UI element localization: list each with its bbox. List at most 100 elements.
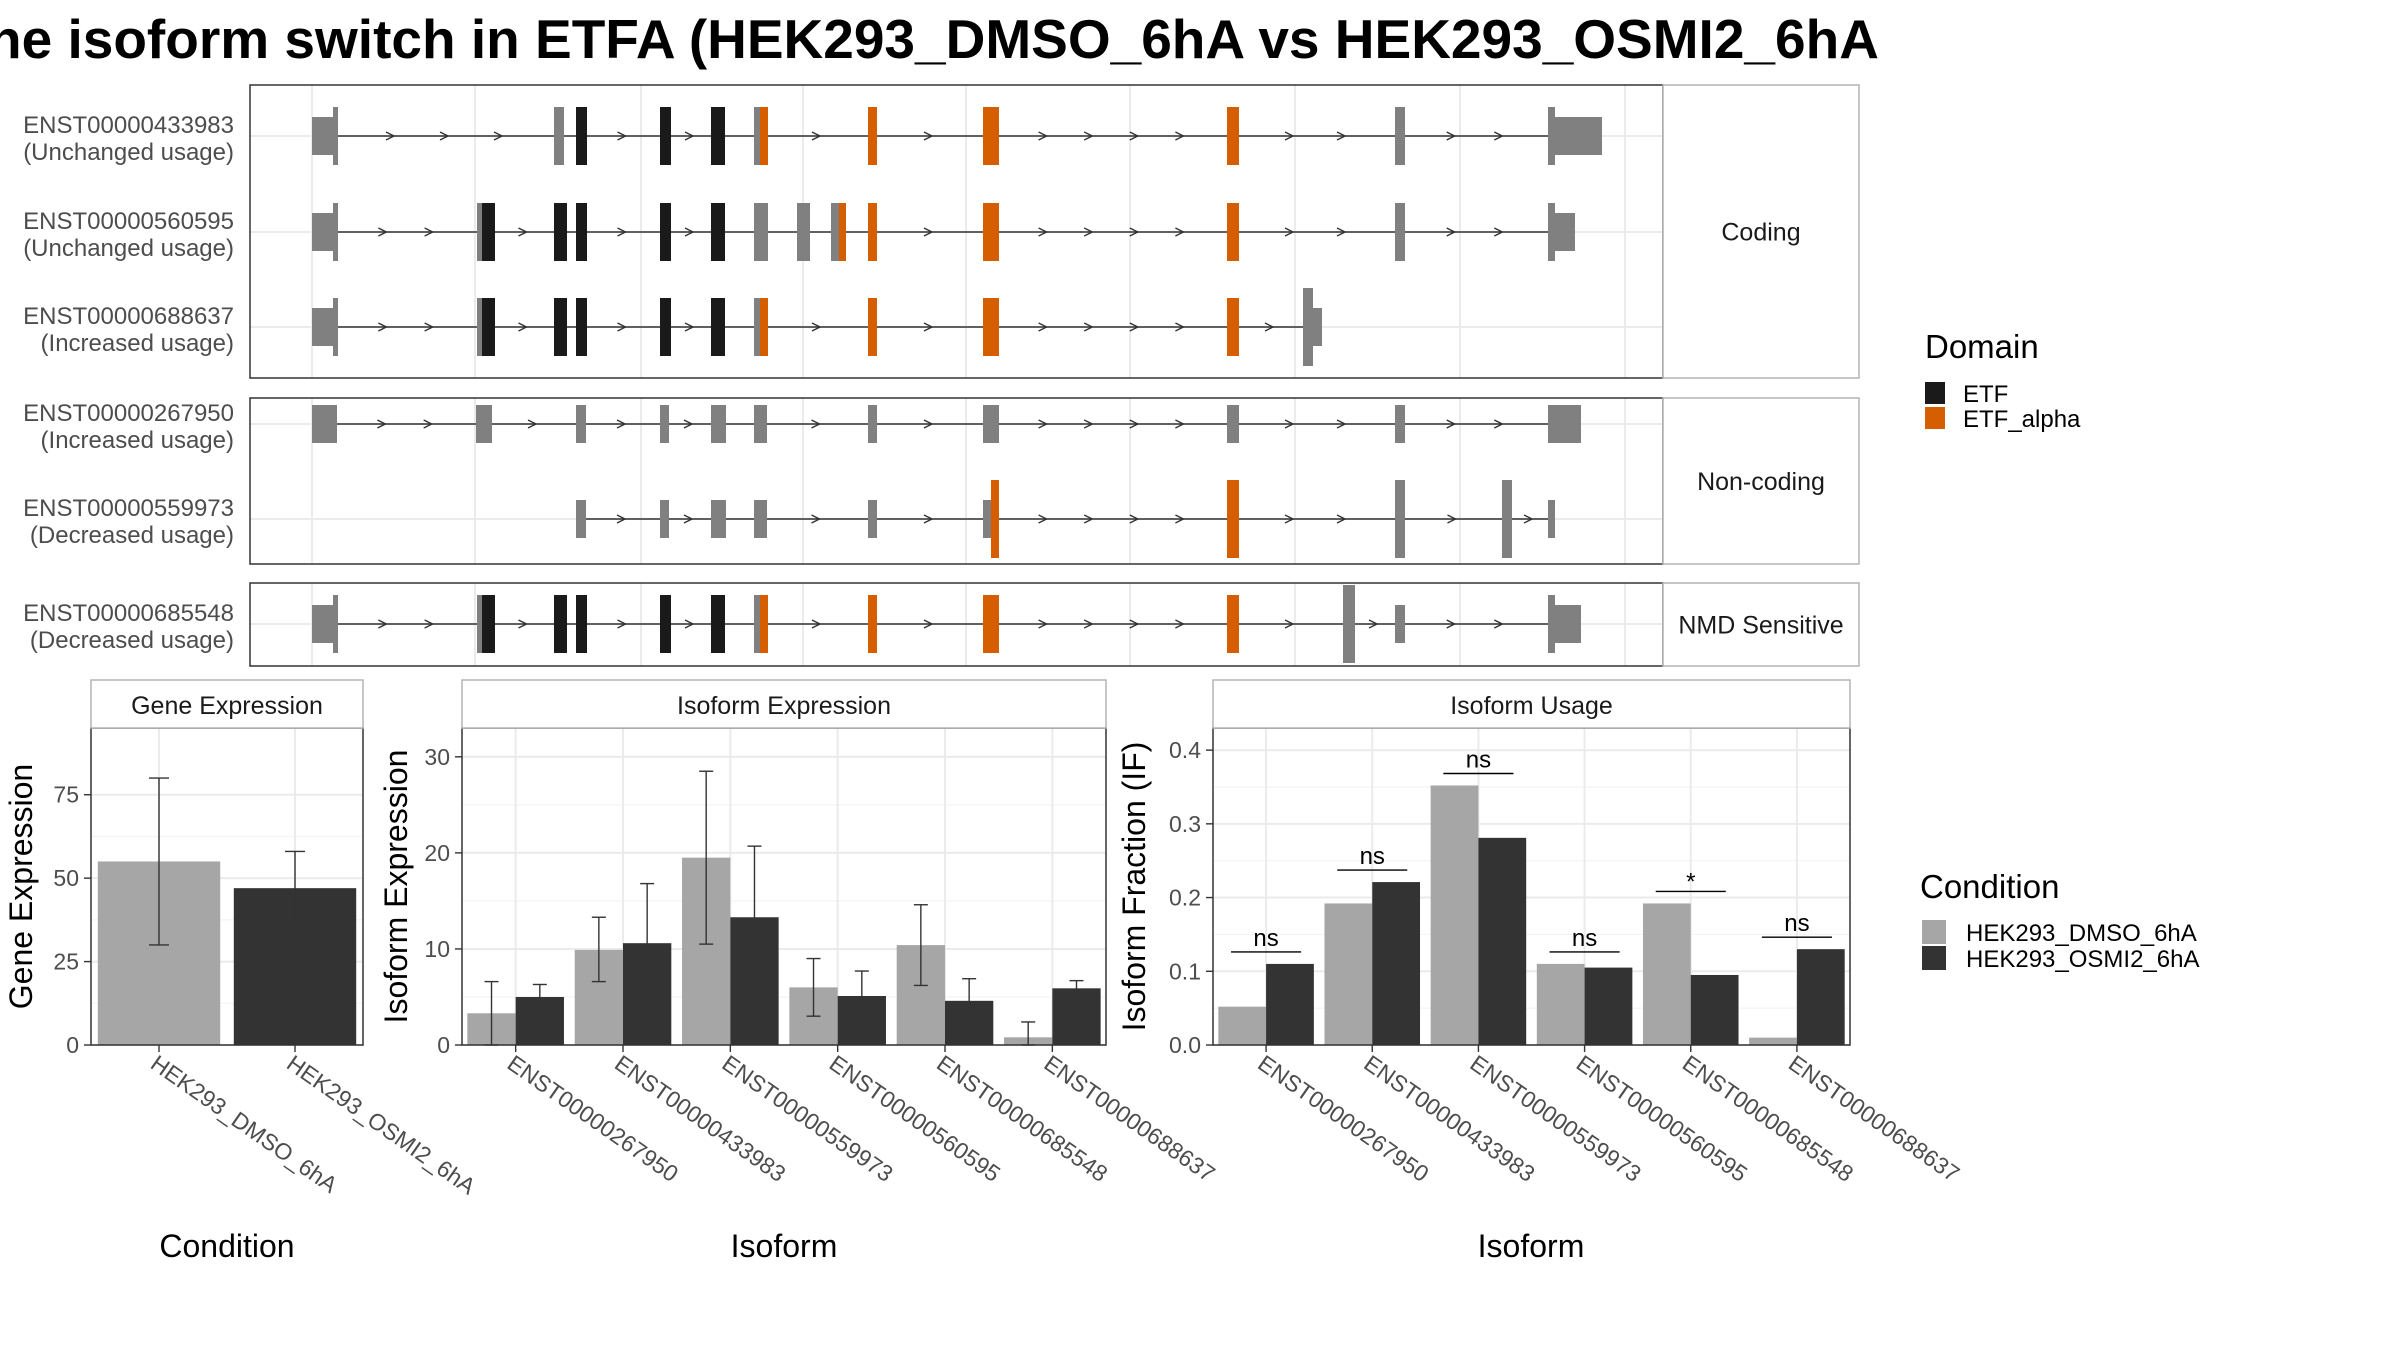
intron-direction-arrow xyxy=(1368,619,1379,629)
etf-alpha-domain-exon xyxy=(1227,595,1239,653)
exon-block xyxy=(868,500,877,538)
exon-block xyxy=(477,595,482,653)
x-tick-label: ENST00000560595 xyxy=(1572,1050,1752,1187)
panel-title: Isoform Expression xyxy=(677,692,891,720)
chart-panel-2: ns ns ns ns * ns Isoform Usage 0.0 0.1 0.2 0.3 0.4 E… xyxy=(1116,679,1964,1264)
condition-legend-title: Condition xyxy=(1920,868,2059,905)
intron-direction-arrow xyxy=(1175,514,1185,524)
x-tick-label: ENST00000267950 xyxy=(503,1050,683,1187)
etf-domain-exon xyxy=(576,203,587,261)
exon-block xyxy=(1395,107,1405,165)
y-tick-label: 0.1 xyxy=(1169,958,1201,984)
bar-osmi xyxy=(1584,967,1633,1045)
intron-direction-arrow xyxy=(683,514,694,524)
etf-alpha-domain-exon xyxy=(983,203,999,261)
etf-domain-exon xyxy=(711,595,725,653)
bar-dmso xyxy=(1430,785,1479,1045)
chart-panel-1: Isoform Expression 0 10 20 30 ENST00000267950… xyxy=(378,679,1220,1264)
panel-strip xyxy=(461,679,1107,729)
transcript-label: ENST00000433983 (Unchanged usage) xyxy=(23,112,234,166)
intron-direction-arrow xyxy=(1494,419,1504,429)
y-axis-title: Isoform Expression xyxy=(378,750,414,1024)
x-tick-label: ENST00000688637 xyxy=(1039,1050,1219,1187)
intron-direction-arrow xyxy=(1038,322,1049,332)
etf-alpha-domain-exon xyxy=(868,203,877,261)
intron-direction-arrow xyxy=(1129,131,1140,141)
intron-direction-arrow xyxy=(1038,227,1049,237)
intron-direction-arrow xyxy=(378,619,388,629)
x-tick-label: ENST00000267950 xyxy=(1253,1050,1433,1187)
exon-block xyxy=(1555,213,1575,251)
dmso-swatch xyxy=(1922,920,1946,944)
intron-direction-arrow xyxy=(378,322,388,332)
expression-charts: Gene Expression0255075HEK293_DMSO_6hAHEK… xyxy=(3,679,1964,1264)
intron-direction-arrow xyxy=(1446,619,1457,629)
intron-direction-arrow xyxy=(1446,419,1457,429)
exon-block xyxy=(312,405,337,443)
facet-strip xyxy=(1662,397,1860,565)
etf-alpha-domain-exon xyxy=(868,595,877,653)
etf-alpha-domain-exon xyxy=(1227,298,1239,356)
intron-direction-arrow xyxy=(811,322,822,332)
intron-direction-arrow xyxy=(518,322,529,332)
exon-block xyxy=(312,605,337,643)
condition-legend-label: HEK293_DMSO_6hA xyxy=(1966,920,2197,947)
intron-direction-arrow xyxy=(1038,131,1049,141)
intron-direction-arrow xyxy=(1083,514,1094,524)
domain-legend-label: ETF xyxy=(1963,381,2008,408)
exon-block xyxy=(477,203,482,261)
intron-direction-arrow xyxy=(1175,419,1185,429)
etf-alpha-domain-exon xyxy=(760,298,768,356)
exon-block xyxy=(797,203,810,261)
exon-block xyxy=(1548,405,1581,443)
transcript-usage-status: (Unchanged usage) xyxy=(23,139,234,166)
intron-direction-arrow xyxy=(923,514,934,524)
exon-block xyxy=(1395,605,1405,643)
intron-direction-arrow xyxy=(1284,227,1295,237)
exon-block xyxy=(1548,500,1555,538)
intron-direction-arrow xyxy=(923,322,934,332)
exon-block xyxy=(476,405,492,443)
transcript-facet-2: ENST00000685548 (Decreased usage) NMD Sens… xyxy=(23,582,1860,667)
y-tick-label: 10 xyxy=(424,936,450,962)
intron-direction-arrow xyxy=(1129,322,1140,332)
chart-panel-0: Gene Expression0255075HEK293_DMSO_6hAHEK… xyxy=(3,679,481,1264)
intron-direction-arrow xyxy=(527,419,538,429)
intron-direction-arrow xyxy=(1447,514,1458,524)
intron-direction-arrow xyxy=(1336,514,1347,524)
etf-domain-exon xyxy=(660,595,671,653)
intron-direction-arrow xyxy=(1336,131,1347,141)
intron-direction-arrow xyxy=(1129,619,1140,629)
etf-domain-exon xyxy=(660,298,671,356)
etf-domain-exon xyxy=(576,107,587,165)
etf-domain-exon xyxy=(576,595,587,653)
exon-block xyxy=(333,298,338,356)
etf-domain-exon xyxy=(711,298,725,356)
exon-block xyxy=(312,117,337,155)
y-axis-title: Gene Expression xyxy=(3,764,39,1009)
etf-domain-exon xyxy=(554,203,567,261)
exon-block xyxy=(711,405,726,443)
intron-direction-arrow xyxy=(1083,131,1094,141)
transcript-label: ENST00000685548 (Decreased usage) xyxy=(23,600,234,654)
etf-alpha-domain-exon xyxy=(868,107,877,165)
intron-direction-arrow xyxy=(1284,619,1295,629)
exon-block xyxy=(754,405,767,443)
exon-block xyxy=(660,405,669,443)
transcript-facet-1: ENST00000267950 (Increased usage)ENST0000… xyxy=(23,397,1860,565)
bar-osmi xyxy=(1266,963,1314,1045)
bar-dmso xyxy=(1324,903,1373,1045)
intron-direction-arrow xyxy=(518,619,529,629)
transcript-id: ENST00000560595 xyxy=(23,208,234,235)
etf-domain-exon xyxy=(554,298,567,356)
intron-direction-arrow xyxy=(1494,619,1504,629)
intron-direction-arrow xyxy=(1446,227,1457,237)
etf-alpha-domain-exon xyxy=(983,298,999,356)
intron-direction-arrow xyxy=(1523,514,1534,524)
etf-alpha-domain-exon xyxy=(983,595,999,653)
panel-strip xyxy=(90,679,364,729)
etf-alpha-swatch xyxy=(1925,407,1945,429)
y-tick-label: 0 xyxy=(66,1032,79,1058)
bar-osmi xyxy=(1690,974,1739,1045)
intron-direction-arrow xyxy=(1038,619,1049,629)
